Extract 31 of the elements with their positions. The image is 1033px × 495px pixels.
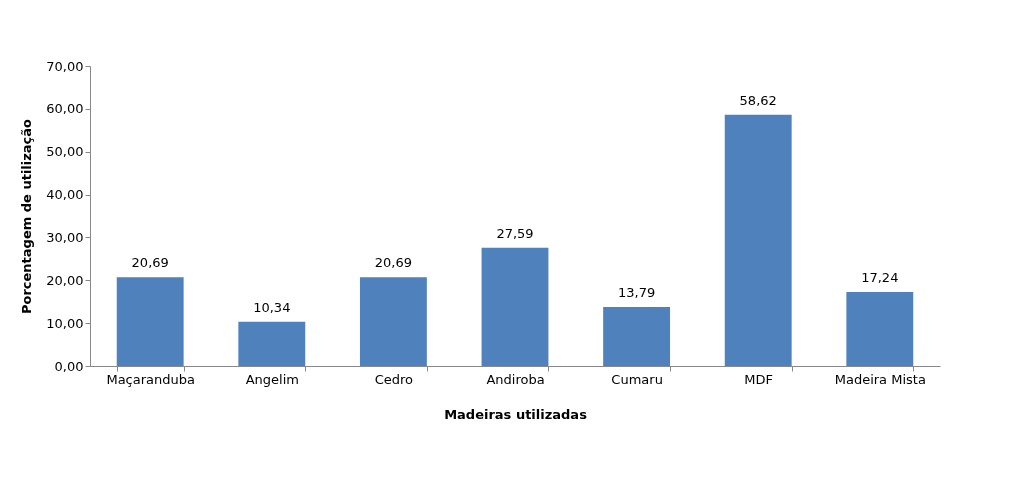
x-tick-label: Cedro — [374, 371, 414, 387]
x-tick-label: Madeira Mista — [834, 371, 926, 387]
bar — [116, 277, 184, 366]
y-tick-label: 0,00 — [54, 358, 84, 374]
bar — [238, 321, 306, 366]
bar — [481, 247, 549, 366]
data-label: 13,79 — [617, 284, 656, 300]
y-tick-label: 20,00 — [46, 272, 84, 288]
x-axis-title: Madeiras utilizadas — [444, 406, 588, 422]
x-tick-label: Andiroba — [486, 371, 545, 387]
data-label: 58,62 — [739, 92, 777, 108]
bar — [724, 114, 792, 366]
x-tick-label: Maçaranduba — [106, 371, 195, 387]
y-tick-label: 60,00 — [46, 101, 84, 117]
x-tick-label: Cumaru — [611, 371, 663, 387]
bar — [846, 292, 914, 366]
data-label: 27,59 — [496, 225, 534, 241]
y-tick-label: 10,00 — [46, 315, 84, 331]
x-tick-label: Angelim — [245, 371, 299, 387]
y-axis-title: Porcentagem de utilização — [19, 118, 35, 315]
data-label: 20,69 — [131, 255, 169, 271]
x-tick-label: MDF — [744, 371, 774, 387]
bar — [603, 306, 671, 366]
bar — [359, 277, 427, 366]
y-tick-label: 40,00 — [46, 187, 84, 203]
y-tick-label: 30,00 — [46, 229, 84, 245]
data-label: 20,69 — [374, 255, 413, 271]
data-label: 10,34 — [253, 299, 291, 315]
y-tick-label: 50,00 — [46, 144, 84, 160]
y-tick-label: 70,00 — [46, 58, 84, 74]
data-label: 17,24 — [861, 270, 899, 286]
